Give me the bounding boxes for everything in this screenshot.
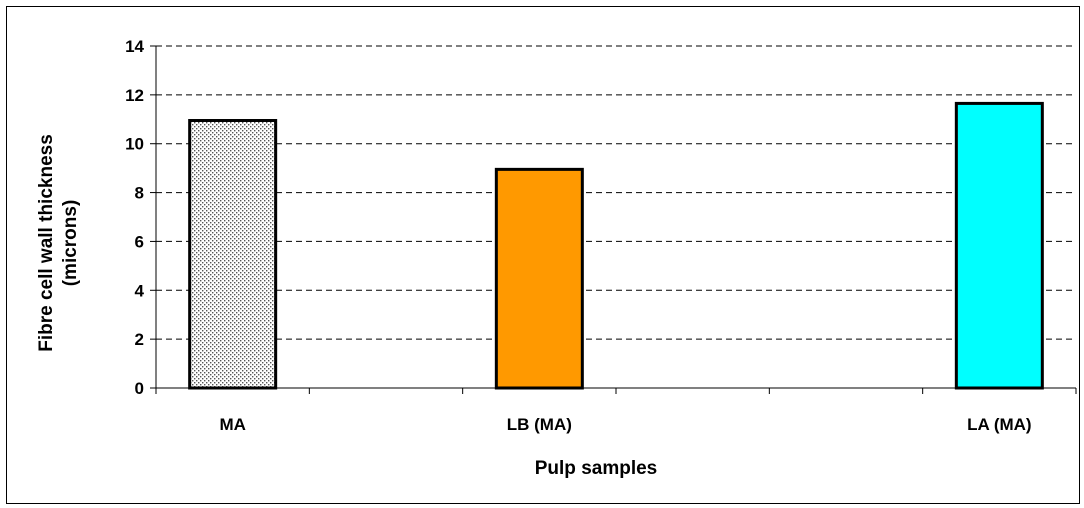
grid-lines	[156, 45, 1076, 340]
y-tick-label: 12	[125, 86, 144, 105]
y-tick-label: 4	[135, 281, 145, 300]
bar-ma	[188, 119, 278, 390]
y-tick-label: 0	[135, 379, 144, 398]
bar-lb-ma	[494, 167, 584, 390]
y-axis-title-line-2: (microns)	[60, 200, 81, 287]
x-tick-label: LB (MA)	[507, 415, 572, 434]
axes: 0 2 4 6 8 10 12 14 MA LB (MA) LA (MA)	[125, 37, 1077, 434]
bars	[188, 101, 1044, 390]
y-tick-label: 8	[135, 184, 144, 203]
y-tick-label: 10	[125, 135, 144, 154]
y-tick-label: 6	[135, 232, 144, 251]
y-axis-title: Fibre cell wall thickness (microns)	[36, 134, 81, 352]
x-axis-title: Pulp samples	[535, 458, 658, 479]
y-tick-label: 2	[135, 330, 144, 349]
x-tick-label: MA	[219, 415, 245, 434]
x-tick-label: LA (MA)	[967, 415, 1032, 434]
y-tick-label: 14	[125, 37, 144, 56]
bar-la-ma	[954, 101, 1044, 390]
y-axis-title-line-1: Fibre cell wall thickness	[36, 134, 57, 352]
